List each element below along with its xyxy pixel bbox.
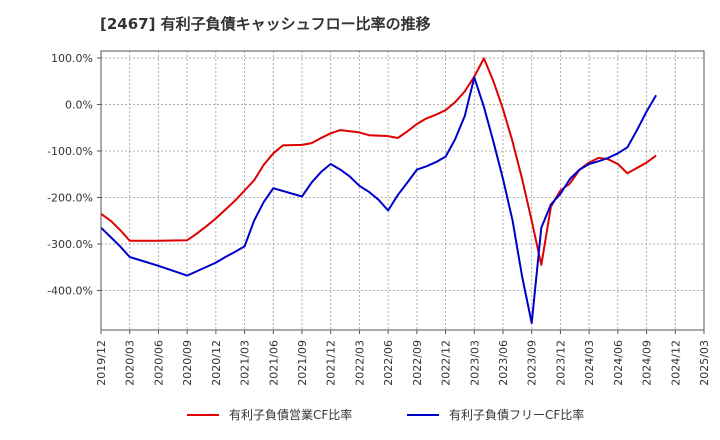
axes: 100.0% 0.0% -100.0% -200.0% -300.0% -400.0% 20… [47, 50, 711, 386]
y-tick-label: 100.0% [51, 52, 93, 65]
x-tick-label: 2024/12 [669, 340, 682, 386]
legend-item-operating-cf: 有利子負債営業CF比率 [187, 407, 352, 422]
x-tick-label: 2020/09 [181, 340, 194, 386]
series-lines [100, 57, 657, 324]
x-tick-label: 2019/12 [95, 340, 108, 386]
x-tick-label: 2022/03 [353, 340, 366, 386]
series-line-operating-cf [100, 57, 657, 266]
legend-item-free-cf: 有利子負債フリーCF比率 [407, 407, 584, 422]
y-tick-label: -400.0% [47, 284, 93, 297]
x-tick-label: 2024/06 [612, 340, 625, 386]
x-tick-label: 2023/06 [497, 340, 510, 386]
x-tick-label: 2022/06 [382, 340, 395, 386]
x-tick-label: 2020/03 [124, 340, 137, 386]
x-tick-label: 2021/09 [296, 340, 309, 386]
plot-frame [100, 50, 705, 331]
x-tick-label: 2021/06 [267, 340, 280, 386]
x-tick-label: 2021/12 [325, 340, 338, 386]
legend-label: 有利子負債営業CF比率 [229, 407, 352, 422]
x-tick-label: 2024/09 [641, 340, 654, 386]
x-tick-label: 2022/09 [411, 340, 424, 386]
y-tick-label: -200.0% [47, 191, 93, 204]
x-tick-label: 2021/03 [239, 340, 252, 386]
y-tick-label: -100.0% [47, 145, 93, 158]
legend: 有利子負債営業CF比率 有利子負債フリーCF比率 [187, 407, 584, 422]
series-line-free-cf [100, 76, 657, 324]
x-tick-label: 2020/12 [210, 340, 223, 386]
x-tick-label: 2025/03 [698, 340, 711, 386]
y-tick-label: -300.0% [47, 238, 93, 251]
chart-title: [2467] 有利子負債キャッシュフロー比率の推移 [100, 15, 431, 33]
legend-label: 有利子負債フリーCF比率 [449, 407, 584, 422]
x-tick-label: 2023/12 [554, 340, 567, 386]
x-tick-label: 2024/03 [583, 340, 596, 386]
x-tick-label: 2023/03 [468, 340, 481, 386]
x-tick-label: 2022/12 [440, 340, 453, 386]
y-tick-label: 0.0% [65, 98, 93, 111]
x-tick-label: 2023/09 [526, 340, 539, 386]
x-tick-label: 2020/06 [152, 340, 165, 386]
